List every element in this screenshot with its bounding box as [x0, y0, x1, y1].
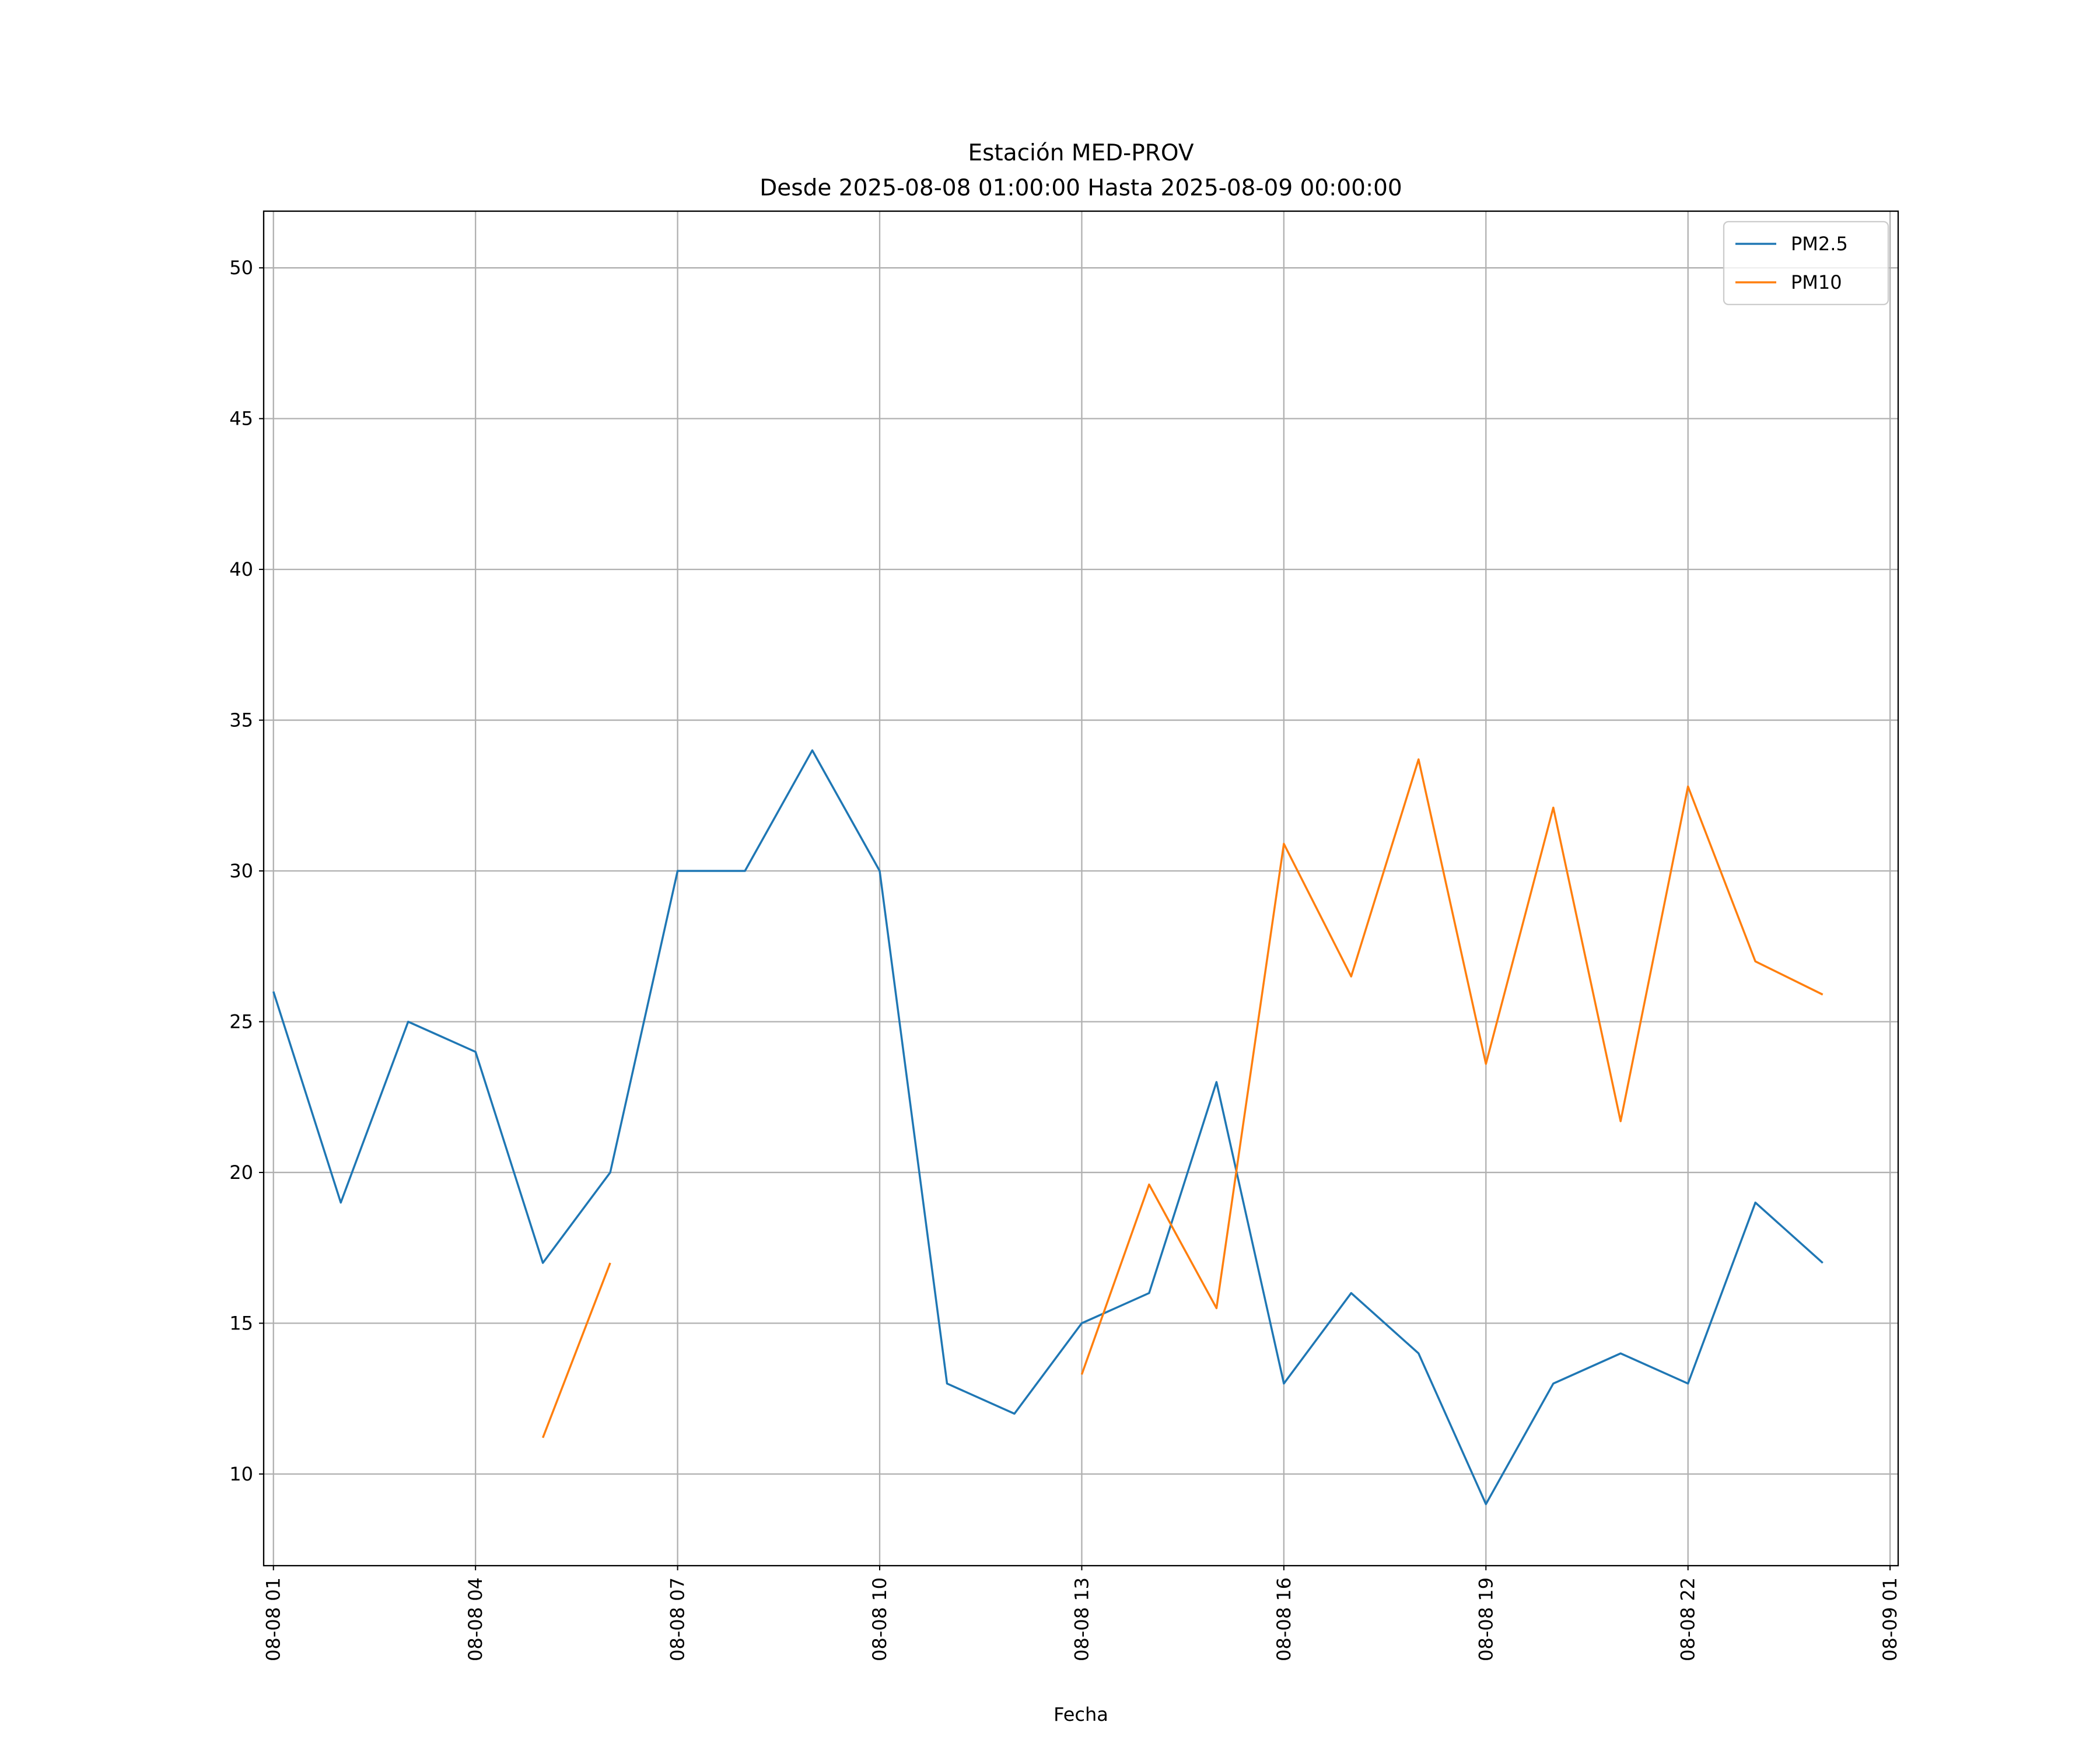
plot-frame: [262, 210, 1899, 1567]
y-tick-label: 20: [229, 1161, 253, 1184]
y-tick-label: 40: [229, 558, 253, 580]
series-lines: [272, 749, 1824, 1506]
y-tick-label: 30: [229, 860, 253, 882]
chart-subtitle: Desde 2025-08-08 01:00:00 Hasta 2025-08-…: [760, 175, 1402, 201]
y-tick-label: 45: [229, 408, 253, 430]
x-tick-label: 08-08 16: [1273, 1577, 1295, 1661]
x-tick-label: 08-08 04: [464, 1577, 487, 1661]
legend-label: PM2.5: [1791, 233, 1848, 255]
x-tick-label: 08-08 01: [262, 1577, 285, 1661]
chart-title: Estación MED-PROV: [968, 140, 1194, 166]
x-tick-label: 08-08 13: [1070, 1577, 1093, 1661]
legend-box: [1723, 220, 1889, 306]
y-tick-label: 35: [229, 709, 253, 732]
series-line-pm10: [1080, 758, 1824, 1375]
y-tick-label: 50: [229, 257, 253, 279]
x-tick-label: 08-08 19: [1475, 1577, 1497, 1661]
series-line-pm10: [541, 1262, 611, 1438]
x-tick-label: 08-08 10: [869, 1577, 891, 1661]
y-tick-label: 25: [229, 1010, 253, 1032]
x-tick-label: 08-08 07: [667, 1577, 689, 1661]
axis-ticks: 08-08 01 08-08 04 08-08 07 08-08 10 08-08 13…: [229, 257, 1901, 1661]
legend-label: PM10: [1791, 271, 1842, 293]
legend: PM2.5 PM10: [1723, 220, 1889, 306]
y-tick-label: 15: [229, 1312, 253, 1334]
x-axis-label: Fecha: [1054, 1703, 1108, 1726]
y-tick-label: 10: [229, 1463, 253, 1485]
series-line-pm25: [272, 749, 1824, 1506]
x-tick-label: 08-09 01: [1879, 1577, 1901, 1661]
x-tick-label: 08-08 22: [1677, 1577, 1699, 1661]
